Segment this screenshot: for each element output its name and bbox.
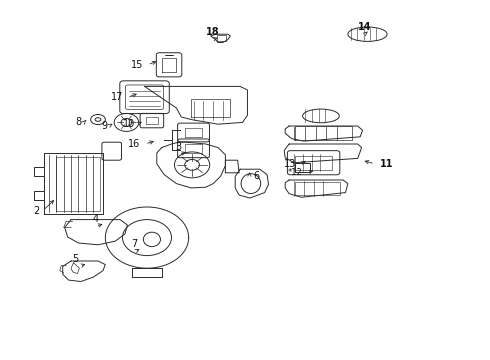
Text: 14: 14 [358, 22, 372, 32]
Text: 15: 15 [131, 60, 143, 70]
Text: 8: 8 [75, 117, 82, 127]
Text: *12: *12 [288, 168, 302, 177]
Text: 5: 5 [72, 254, 78, 264]
Text: 3: 3 [176, 142, 182, 152]
Text: 16: 16 [128, 139, 141, 149]
Text: 17: 17 [111, 92, 123, 102]
Text: 9: 9 [101, 121, 107, 131]
Text: 7: 7 [132, 239, 138, 249]
Text: 2: 2 [33, 206, 39, 216]
Text: 6: 6 [254, 171, 260, 181]
Text: 13: 13 [284, 159, 296, 169]
Text: 18: 18 [206, 27, 220, 37]
Text: 4: 4 [93, 214, 98, 224]
Text: 10: 10 [122, 119, 135, 129]
Text: 11: 11 [380, 159, 393, 169]
